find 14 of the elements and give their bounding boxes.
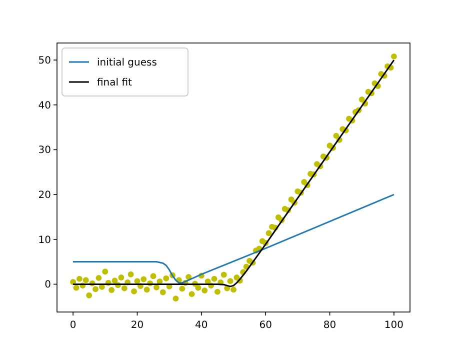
legend-label: initial guess	[97, 58, 157, 68]
y-tick-label: 50	[38, 56, 51, 67]
x-tick-label: 40	[195, 320, 208, 331]
y-tick-label: 10	[38, 234, 51, 246]
x-tick-label: 0	[70, 320, 76, 331]
x-tick-label: 80	[323, 320, 336, 331]
y-tick-label: 0	[44, 280, 51, 291]
x-tick-label: 20	[130, 320, 144, 331]
y-tick-label: 30	[38, 145, 51, 156]
x-tick-label: 100	[384, 320, 404, 331]
y-tick-label: 20	[38, 190, 51, 202]
legend-label: final fit	[97, 78, 132, 88]
x-tick-label: 60	[259, 320, 272, 331]
y-tick-label: 40	[38, 100, 51, 112]
